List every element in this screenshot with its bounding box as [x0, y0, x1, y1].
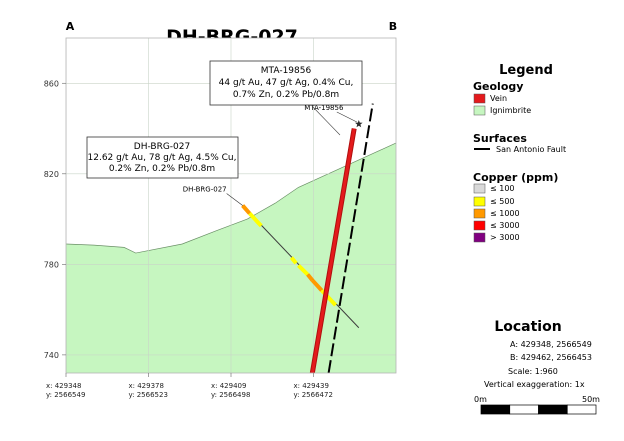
x-tick-label-x-3: x: 429439	[294, 382, 329, 390]
sample-interval-1	[248, 212, 263, 228]
legend-vein-swatch	[473, 93, 486, 104]
legend-cu-100-label: ≤ 100	[490, 184, 515, 193]
location-scale: Scale: 1:960	[508, 367, 558, 376]
legend-cu-3000-label: ≤ 3000	[490, 221, 520, 230]
corner-label-b: B	[389, 20, 397, 33]
y-axis-ticks: 740 780 820 860	[44, 79, 66, 360]
legend-copper-heading: Copper (ppm)	[473, 171, 558, 184]
scalebar-segment-1	[509, 404, 539, 415]
sample-interval-2	[289, 256, 298, 265]
location-b-coords: B: 429462, 2566453	[510, 353, 592, 362]
legend: Legend Geology Vein Ignimbrite Surfaces …	[473, 63, 566, 243]
mta-19856-point: MTA-19856	[304, 104, 363, 128]
scalebar-end-label: 50m	[582, 395, 600, 404]
x-tick-label-y-3: y: 2566472	[294, 391, 333, 399]
scalebar-segment-0	[480, 404, 511, 415]
mta-19856-leader	[336, 111, 357, 123]
legend-cu-100-swatch	[473, 183, 486, 194]
legend-cu-1000-swatch	[473, 208, 486, 219]
legend-cu-500-swatch	[473, 196, 486, 207]
copper-sample-intervals	[241, 204, 338, 307]
scalebar-segment-2	[538, 404, 568, 415]
legend-cu-500-label: ≤ 500	[490, 197, 515, 206]
legend-vein-label: Vein	[490, 94, 507, 103]
sample-interval-4	[306, 273, 314, 282]
scalebar-start-label: 0m	[474, 395, 487, 404]
callout-dh-box	[86, 136, 239, 179]
x-tick-label-y-1: y: 2566523	[129, 391, 168, 399]
legend-cu-3000-swatch	[473, 220, 486, 231]
legend-geology-heading: Geology	[473, 80, 523, 93]
y-tick-label-780: 780	[44, 260, 59, 269]
location-title: Location	[494, 319, 561, 335]
sample-interval-0	[241, 204, 252, 215]
location-a-coords: A: 429348, 2566549	[510, 340, 592, 349]
vein-core	[310, 128, 356, 373]
y-tick-label-820: 820	[44, 170, 59, 179]
legend-fault-label: San Antonio Fault	[496, 145, 566, 154]
x-tick-label-x-2: x: 429409	[211, 382, 246, 390]
callout-mta-line-1: 44 g/t Au, 47 g/t Ag, 0.4% Cu,	[219, 78, 354, 88]
legend-ignimbrite-label: Ignimbrite	[490, 106, 531, 115]
location-block: Location A: 429348, 2566549 B: 429462, 2…	[474, 319, 600, 415]
legend-cu-gt3000-label: > 3000	[490, 233, 520, 242]
scalebar-segment-3	[566, 404, 597, 415]
y-tick-label-740: 740	[44, 351, 59, 360]
legend-cu-gt3000-swatch	[473, 232, 486, 243]
callout-mta-connector	[311, 105, 341, 136]
callout-mta-line-2: 0.7% Zn, 0.2% Pb/0.8m	[233, 90, 339, 100]
drillhole-leader	[226, 193, 243, 206]
drillhole-collar-label: DH-BRG-027	[183, 186, 243, 206]
x-tick-label-y-0: y: 2566549	[46, 391, 85, 399]
location-vertical-exaggeration: Vertical exaggeration: 1x	[484, 380, 585, 389]
sample-interval-5	[310, 278, 324, 292]
legend-ignimbrite-swatch	[473, 105, 486, 116]
corner-label-a: A	[66, 20, 75, 33]
x-tick-label-x-1: x: 429378	[129, 382, 164, 390]
callout-mta-19856: MTA-19856 44 g/t Au, 47 g/t Ag, 0.4% Cu,…	[209, 60, 363, 136]
san-antonio-fault	[327, 103, 374, 373]
x-tick-label-y-2: y: 2566498	[211, 391, 250, 399]
callout-mta-box	[209, 60, 363, 106]
mta-19856-star-icon	[355, 120, 363, 128]
callout-mta-title: MTA-19856	[261, 66, 312, 76]
callout-dh-title: DH-BRG-027	[134, 142, 190, 152]
legend-surfaces-heading: Surfaces	[473, 132, 527, 145]
sample-interval-3	[296, 264, 310, 276]
x-tick-label-x-0: x: 429348	[46, 382, 81, 390]
scalebar	[480, 404, 597, 415]
callout-dh-line-1: 12.62 g/t Au, 78 g/t Ag, 4.5% Cu,	[88, 153, 237, 163]
legend-cu-1000-label: ≤ 1000	[490, 209, 520, 218]
y-tick-label-860: 860	[44, 79, 59, 88]
callout-dh-brg-027: DH-BRG-027 12.62 g/t Au, 78 g/t Ag, 4.5%…	[86, 136, 239, 179]
legend-title: Legend	[499, 63, 553, 78]
callout-dh-line-2: 0.2% Zn, 0.2% Pb/0.8m	[109, 164, 215, 174]
drillhole-label: DH-BRG-027	[183, 186, 227, 194]
mta-19856-label: MTA-19856	[304, 104, 344, 112]
